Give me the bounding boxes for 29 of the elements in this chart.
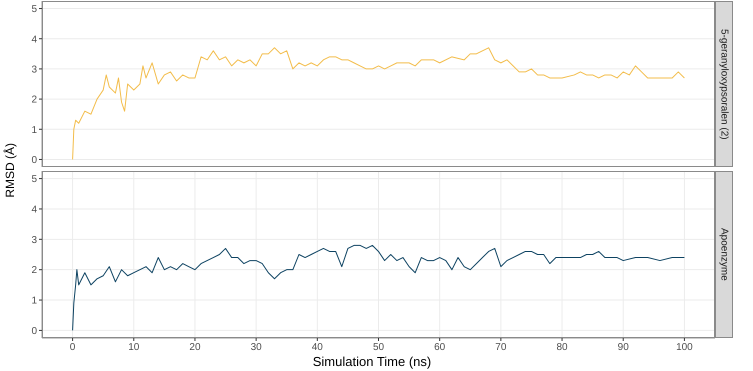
x-axis-title: Simulation Time (ns) bbox=[312, 354, 432, 369]
x-tick-label: 100 bbox=[676, 342, 694, 354]
y-tick-label: 3 bbox=[31, 234, 38, 246]
y-tick-label: 0 bbox=[31, 326, 38, 337]
x-tick-label: 30 bbox=[250, 342, 262, 354]
y-tick-label: 4 bbox=[31, 204, 38, 216]
y-tick-label: 2 bbox=[31, 94, 38, 106]
x-tick-label: 20 bbox=[189, 342, 201, 354]
y-axis-title: RMSD (Å) bbox=[3, 142, 17, 198]
text: Apoenzyme bbox=[718, 228, 730, 281]
y-tick-label: 4 bbox=[31, 34, 38, 46]
x-tick-label: 40 bbox=[312, 342, 324, 354]
x-tick-label: 60 bbox=[434, 342, 446, 354]
x-tick-label: 80 bbox=[556, 342, 568, 354]
x-tick-label: 70 bbox=[495, 342, 507, 354]
y-tick-label: 3 bbox=[31, 64, 38, 76]
y-tick-label: 5 bbox=[31, 4, 38, 16]
y-tick-label: 0 bbox=[31, 155, 38, 166]
text: 5-geranyloxypsoralen (2) bbox=[718, 28, 730, 140]
line-series bbox=[72, 244, 685, 331]
line-series bbox=[72, 47, 685, 160]
y-tick-label: 2 bbox=[31, 265, 38, 276]
x-tick-label: 50 bbox=[372, 342, 384, 354]
x-tick-label: 10 bbox=[128, 342, 140, 354]
y-tick-label: 1 bbox=[31, 124, 38, 136]
x-tick-label: 0 bbox=[70, 342, 76, 354]
y-tick-label: 1 bbox=[31, 296, 38, 307]
x-tick-label: 90 bbox=[618, 342, 630, 354]
y-tick-label: 5 bbox=[31, 174, 38, 186]
